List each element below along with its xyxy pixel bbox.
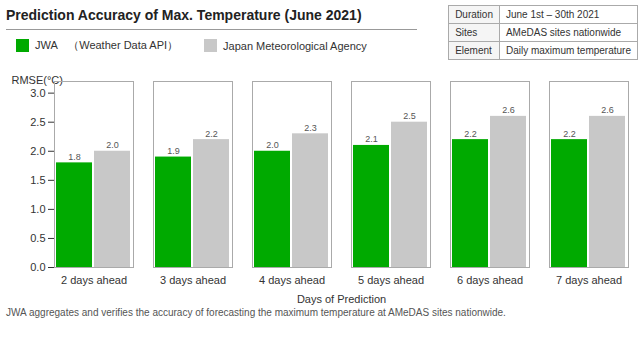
svg-text:RMSE(°C): RMSE(°C) bbox=[12, 74, 63, 86]
svg-text:1.5: 1.5 bbox=[30, 174, 45, 186]
svg-text:2.2: 2.2 bbox=[563, 129, 576, 139]
html-text:Element: Element bbox=[455, 45, 492, 56]
svg-text:Days of Prediction: Days of Prediction bbox=[297, 293, 386, 305]
html-text:Prediction Accuracy of Max. Te: Prediction Accuracy of Max. Temperature … bbox=[6, 7, 362, 23]
svg-text:5 days ahead: 5 days ahead bbox=[358, 274, 424, 286]
svg-text:2.0: 2.0 bbox=[106, 140, 119, 150]
html-text:AMeDAS sites nationwide: AMeDAS sites nationwide bbox=[506, 27, 621, 38]
svg-text:2.2: 2.2 bbox=[464, 129, 477, 139]
svg-text:2.0: 2.0 bbox=[266, 140, 279, 150]
svg-text:1.0: 1.0 bbox=[30, 203, 45, 215]
html-text:Duration: Duration bbox=[455, 9, 493, 20]
html-text:JWA aggregates and verifies th: JWA aggregates and verifies the accuracy… bbox=[6, 307, 506, 318]
html-text:Sites: Sites bbox=[455, 27, 478, 38]
svg-text:1.9: 1.9 bbox=[167, 146, 180, 156]
svg-text:2 days ahead: 2 days ahead bbox=[61, 274, 127, 286]
svg-text:0.5: 0.5 bbox=[30, 232, 45, 244]
svg-text:4 days ahead: 4 days ahead bbox=[259, 274, 325, 286]
html-text:June 1st – 30th 2021: June 1st – 30th 2021 bbox=[506, 9, 600, 20]
svg-text:0.0: 0.0 bbox=[30, 261, 45, 273]
html-text:JWA （Weather Data API）: JWA （Weather Data API） bbox=[35, 39, 179, 51]
svg-text:2.2: 2.2 bbox=[205, 129, 218, 139]
svg-text:2.6: 2.6 bbox=[601, 105, 614, 115]
svg-text:2.0: 2.0 bbox=[30, 145, 45, 157]
html-text:Daily maximum temperature: Daily maximum temperature bbox=[506, 45, 631, 56]
svg-text:2.1: 2.1 bbox=[365, 134, 378, 144]
svg-text:6 days ahead: 6 days ahead bbox=[457, 274, 523, 286]
svg-text:2.5: 2.5 bbox=[30, 116, 45, 128]
svg-text:2.6: 2.6 bbox=[502, 105, 515, 115]
svg-text:2.3: 2.3 bbox=[304, 123, 317, 133]
svg-text:3 days ahead: 3 days ahead bbox=[160, 274, 226, 286]
svg-text:2.5: 2.5 bbox=[403, 111, 416, 121]
svg-text:7 days ahead: 7 days ahead bbox=[556, 274, 622, 286]
svg-text:3.0: 3.0 bbox=[30, 87, 45, 99]
svg-text:1.8: 1.8 bbox=[68, 152, 81, 162]
html-text:Japan Meteorological Agency: Japan Meteorological Agency bbox=[223, 39, 367, 52]
